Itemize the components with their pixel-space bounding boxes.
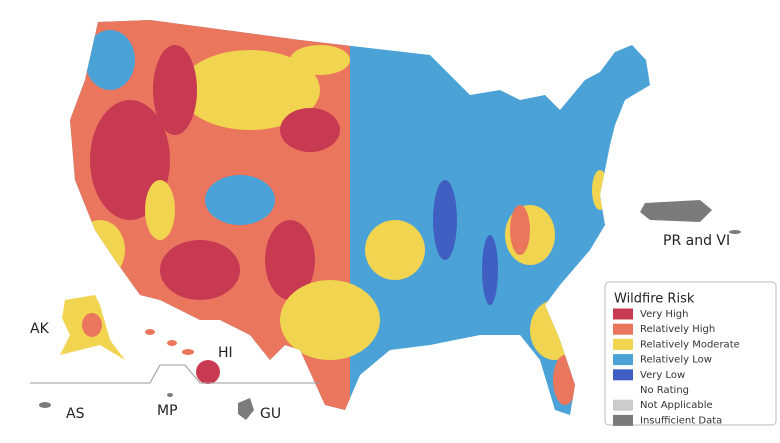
hawaii-island: [182, 349, 194, 355]
region-high: [510, 205, 530, 255]
legend-label: Relatively Low: [640, 355, 712, 366]
label-hi: HI: [218, 345, 233, 361]
puerto-rico: [640, 200, 712, 222]
contiguous-us: [70, 20, 650, 415]
legend-label: Very High: [640, 309, 688, 320]
region-very-low: [433, 180, 457, 260]
inset-divider: [30, 364, 320, 384]
label-ak: AK: [30, 321, 50, 337]
legend-label: Relatively Moderate: [640, 339, 740, 350]
legend-swatch: [613, 354, 633, 366]
legend-label: Very Low: [640, 370, 685, 381]
region-moderate: [145, 180, 175, 240]
hawaii-island: [196, 360, 220, 384]
region-moderate: [180, 50, 320, 130]
legend-swatch: [613, 414, 633, 426]
legend-swatch: [613, 384, 633, 396]
legend-swatch: [613, 338, 633, 350]
region-moderate: [290, 45, 350, 75]
legend-swatch: [613, 323, 633, 335]
region-high: [553, 355, 577, 405]
legend-title: Wildfire Risk: [614, 292, 695, 307]
region-moderate: [365, 220, 425, 280]
region-very-high: [153, 45, 197, 135]
legend-label: Not Applicable: [640, 400, 713, 411]
legend: Wildfire Risk Very High Relatively High Re…: [604, 281, 777, 426]
region-very-high: [265, 220, 315, 300]
mariana-islands: [167, 393, 173, 397]
legend-label: No Rating: [640, 385, 689, 396]
region-moderate: [530, 300, 580, 360]
region-low: [205, 175, 275, 225]
legend-swatch: [613, 369, 633, 381]
region-moderate: [592, 170, 608, 210]
guam: [238, 398, 254, 420]
region-low: [85, 30, 135, 90]
legend-swatch: [613, 308, 633, 320]
hawaii-island: [145, 329, 155, 335]
region-moderate: [75, 220, 125, 280]
region-very-high: [160, 240, 240, 300]
american-samoa: [39, 402, 51, 408]
region-moderate: [280, 280, 380, 360]
label-mp: MP: [157, 403, 178, 419]
region-very-high: [280, 108, 340, 152]
label-as: AS: [66, 406, 85, 422]
virgin-islands: [729, 230, 741, 234]
legend-label: Relatively High: [640, 324, 715, 335]
label-pr-vi: PR and VI: [663, 233, 730, 249]
legend-box: [604, 281, 777, 426]
label-gu: GU: [260, 406, 281, 422]
legend-swatch: [613, 399, 633, 411]
alaska-region: [82, 313, 102, 337]
hawaii-island: [167, 340, 177, 346]
region-very-low: [482, 235, 498, 305]
legend-label: Insufficient Data: [640, 415, 722, 426]
